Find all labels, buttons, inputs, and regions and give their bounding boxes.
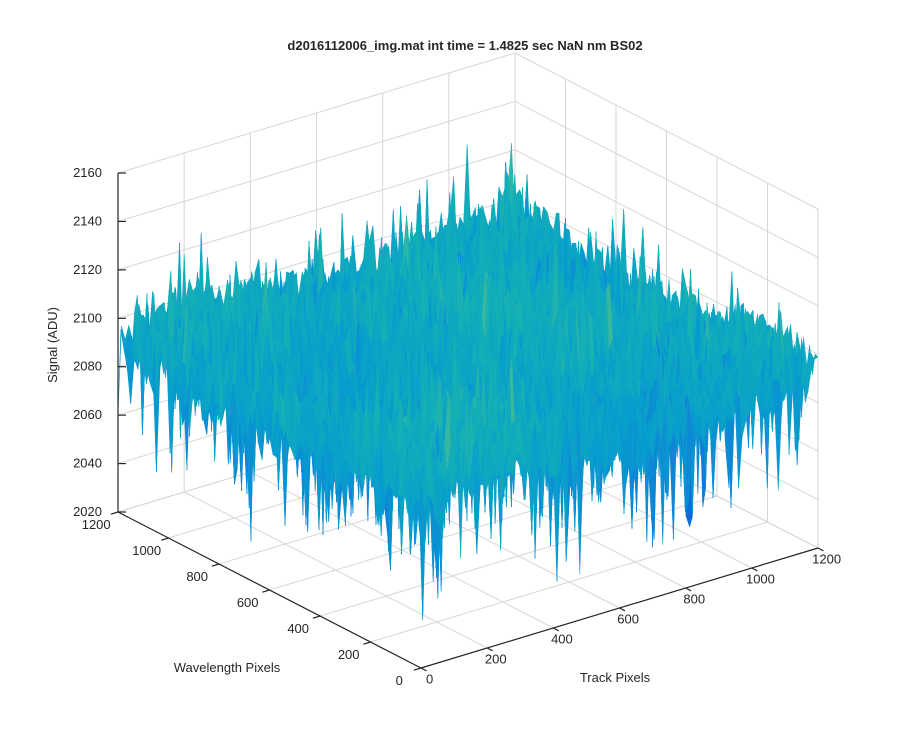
floor-gridline-y	[371, 522, 768, 642]
